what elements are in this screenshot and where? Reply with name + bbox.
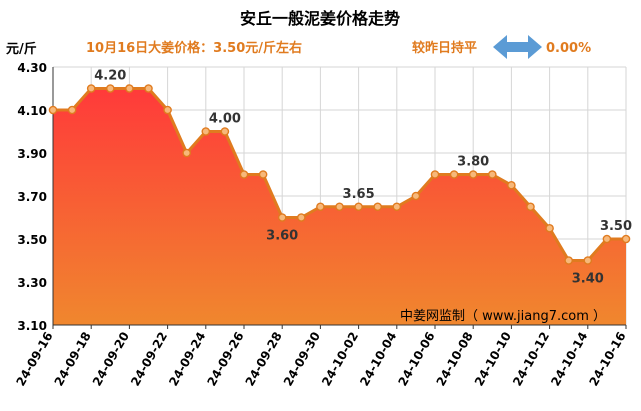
- data-point: [258, 170, 268, 179]
- y-tick-label: 3.10: [17, 319, 47, 333]
- x-tick-label: 24-10-12: [510, 330, 552, 389]
- compare-label: 较昨日持平: [412, 40, 477, 56]
- data-point: [602, 234, 612, 244]
- data-point: [335, 202, 344, 212]
- data-point: [163, 105, 172, 115]
- data-point: [526, 202, 535, 212]
- data-label: 3.50: [600, 219, 632, 234]
- y-tick-label: 3.30: [17, 276, 47, 290]
- data-point: [125, 84, 134, 93]
- data-point: [621, 234, 631, 244]
- y-tick-labels: 4.30 4.10 3.90 3.70 3.50 3.30 3.10: [17, 61, 47, 333]
- x-tick-label: 24-10-16: [586, 330, 628, 389]
- data-point: [316, 202, 325, 212]
- price-announcement: 10月16日大姜价格：3.50元/斤左右: [86, 40, 302, 56]
- x-tick-label: 24-10-06: [395, 330, 437, 389]
- x-tick-label: 24-09-24: [166, 330, 208, 389]
- y-tick-label: 3.50: [17, 233, 47, 247]
- x-tick-label: 24-10-08: [434, 330, 476, 389]
- data-point: [411, 191, 421, 201]
- y-tick-label: 3.90: [17, 147, 47, 161]
- data-point: [392, 202, 402, 212]
- data-label: 3.40: [572, 272, 604, 287]
- data-label: 4.00: [209, 112, 241, 127]
- y-tick-label: 4.30: [17, 61, 47, 75]
- chart-title: 安丘一般泥姜价格走势: [240, 9, 400, 28]
- data-point: [296, 213, 306, 222]
- data-point: [354, 202, 363, 212]
- data-point: [430, 170, 440, 179]
- axes: [52, 67, 627, 329]
- data-point: [564, 256, 574, 265]
- x-tick-label: 24-10-10: [472, 330, 514, 389]
- data-point: [182, 148, 191, 158]
- data-point: [449, 170, 459, 179]
- data-point: [86, 84, 96, 93]
- x-tick-label: 24-10-02: [319, 330, 361, 389]
- x-tick-label: 24-09-20: [90, 330, 132, 389]
- data-labels: 4.20 4.00 3.60 3.65 3.80 3.40 3.50: [94, 69, 632, 287]
- x-tick-label: 24-09-18: [52, 330, 94, 389]
- x-tick-label: 24-10-04: [357, 330, 399, 389]
- x-tick-label: 24-10-14: [548, 330, 590, 389]
- data-label: 3.60: [266, 229, 298, 244]
- data-point: [48, 105, 58, 115]
- data-point: [487, 170, 497, 179]
- data-point: [583, 256, 593, 265]
- data-point: [239, 170, 249, 179]
- compare-value: 0.00%: [546, 41, 591, 56]
- y-tick-label: 3.70: [17, 190, 47, 204]
- data-point: [106, 84, 115, 93]
- data-point: [277, 213, 287, 222]
- x-tick-label: 24-09-30: [281, 330, 323, 389]
- data-label: 3.65: [343, 187, 375, 202]
- watermark: 中姜网监制（ www.jiang7.com ）: [400, 309, 606, 324]
- x-tick-label: 24-09-28: [243, 330, 285, 389]
- data-point: [468, 170, 478, 179]
- data-point: [67, 105, 77, 115]
- data-point: [545, 223, 554, 233]
- data-point: [144, 84, 153, 93]
- data-point: [373, 202, 383, 212]
- data-point: [201, 127, 211, 136]
- x-tick-label: 24-09-26: [204, 330, 246, 389]
- double-arrow-icon: [493, 35, 542, 59]
- data-label: 4.20: [94, 69, 126, 84]
- x-tick-label: 24-09-16: [13, 330, 55, 389]
- data-markers: [48, 84, 631, 265]
- data-point: [220, 127, 230, 136]
- data-point: [507, 180, 516, 190]
- x-tick-label: 24-09-22: [128, 330, 170, 389]
- y-tick-label: 4.10: [17, 104, 47, 118]
- y-axis-label: 元/斤: [6, 41, 37, 57]
- data-label: 3.80: [457, 155, 489, 170]
- x-tick-labels: 24-09-1624-09-1824-09-2024-09-2224-09-24…: [13, 330, 628, 389]
